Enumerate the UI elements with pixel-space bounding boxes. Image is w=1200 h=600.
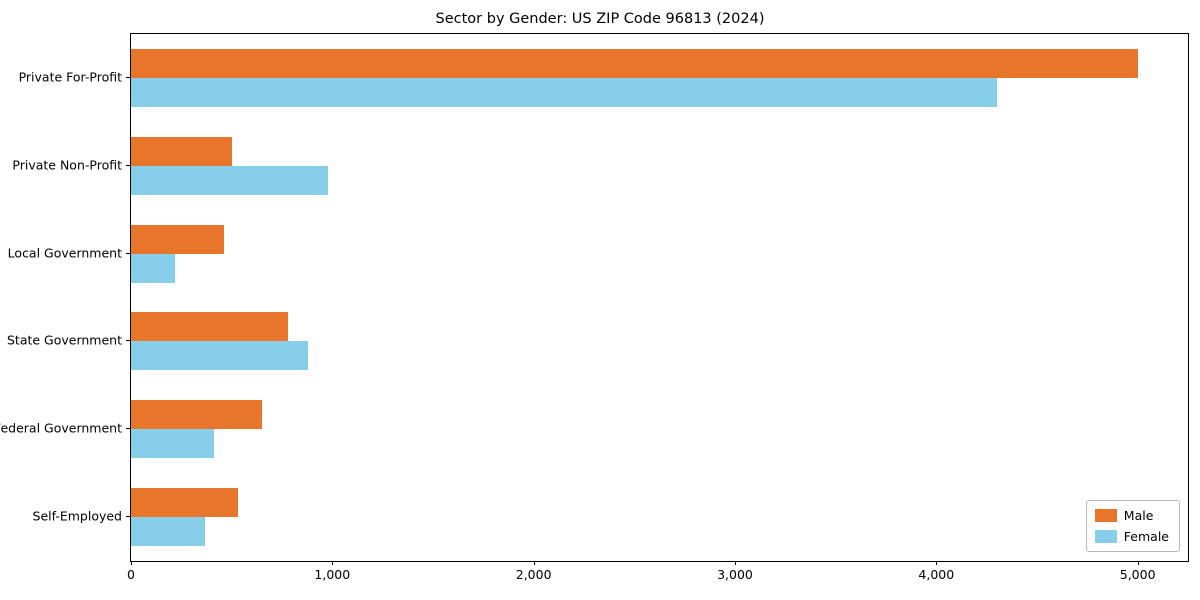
legend-swatch-female: [1094, 530, 1117, 543]
x-tick-label: 2,000: [515, 567, 552, 582]
x-tick-mark: [332, 561, 334, 565]
bar-male-1: [131, 48, 1138, 78]
legend: Male Female: [1085, 500, 1180, 552]
y-tick-mark: [126, 252, 130, 254]
legend-item-female: Female: [1094, 529, 1169, 544]
legend-label-male: Male: [1123, 508, 1154, 523]
plot-area: [130, 33, 1189, 562]
x-tick-mark: [936, 561, 938, 565]
y-tick-label: Private For-Profit: [18, 69, 122, 85]
bar-female-1: [131, 77, 997, 107]
bar-female-4: [131, 341, 309, 371]
x-tick-mark: [533, 561, 535, 565]
x-tick-mark: [131, 561, 132, 565]
y-tick-label: Local Government: [7, 245, 122, 261]
x-tick-label: 1,000: [314, 567, 351, 582]
x-tick-label: 0: [127, 567, 135, 582]
y-tick-label: Self-Employed: [32, 508, 122, 524]
bar-male-3: [131, 224, 224, 254]
x-tick-label: 3,000: [717, 567, 753, 582]
legend-swatch-male: [1094, 509, 1117, 522]
bar-female-6: [131, 517, 206, 547]
y-tick-mark: [126, 340, 130, 342]
y-tick-label: Federal Government: [0, 420, 122, 436]
legend-label-female: Female: [1123, 529, 1169, 544]
x-tick-label: 4,000: [918, 567, 955, 582]
bar-male-5: [131, 400, 262, 430]
bar-male-2: [131, 136, 232, 166]
y-tick-mark: [126, 76, 130, 78]
bar-male-6: [131, 488, 238, 518]
legend-item-male: Male: [1094, 508, 1169, 523]
bar-male-4: [131, 312, 289, 342]
y-tick-mark: [126, 516, 130, 518]
x-tick-mark: [1137, 561, 1139, 565]
y-tick-label: State Government: [6, 332, 122, 348]
y-tick-mark: [126, 164, 130, 166]
bar-female-5: [131, 429, 214, 459]
bar-female-3: [131, 253, 176, 283]
chart-title: Sector by Gender: US ZIP Code 96813 (202…: [435, 11, 765, 27]
bar-female-2: [131, 165, 329, 195]
y-tick-label: Private Non-Profit: [12, 157, 122, 173]
x-tick-label: 5,000: [1119, 567, 1156, 582]
x-tick-mark: [735, 561, 736, 565]
y-tick-mark: [126, 428, 130, 430]
